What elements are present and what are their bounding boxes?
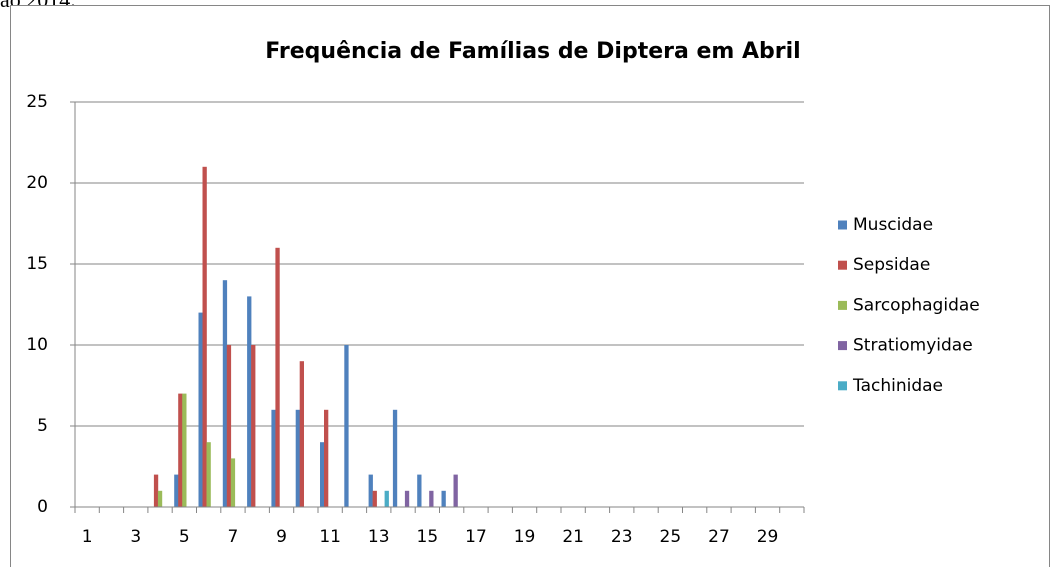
legend-label: Muscidae bbox=[853, 215, 933, 235]
bar bbox=[275, 247, 280, 508]
bar bbox=[178, 393, 183, 507]
legend-label: Sepsidae bbox=[853, 255, 930, 275]
legend-swatch bbox=[838, 381, 847, 391]
bar bbox=[198, 312, 203, 507]
x-tick-label: 27 bbox=[708, 527, 730, 547]
x-tick-label: 13 bbox=[368, 527, 390, 547]
bar bbox=[182, 393, 187, 507]
x-tick-label: 5 bbox=[179, 527, 190, 547]
chart-border bbox=[10, 5, 1050, 571]
legend-label: Tachinidae bbox=[852, 376, 943, 396]
bar bbox=[372, 490, 377, 507]
x-tick-label: 15 bbox=[417, 527, 439, 547]
bar bbox=[230, 458, 236, 507]
bar bbox=[271, 409, 276, 507]
x-tick-label: 25 bbox=[660, 527, 682, 547]
y-tick-label: 5 bbox=[37, 416, 48, 436]
bar bbox=[222, 280, 228, 507]
x-tick-label: 21 bbox=[562, 527, 584, 547]
bar bbox=[320, 442, 325, 507]
x-tick-label: 11 bbox=[319, 527, 341, 547]
y-tick-label: 0 bbox=[37, 497, 48, 517]
bar bbox=[384, 490, 389, 507]
x-tick-label: 23 bbox=[611, 527, 633, 547]
bar bbox=[202, 166, 207, 508]
legend-swatch bbox=[838, 260, 847, 270]
bar bbox=[392, 409, 398, 507]
y-tick-label: 25 bbox=[26, 92, 48, 112]
bar bbox=[417, 474, 422, 507]
x-tick-label: 17 bbox=[465, 527, 487, 547]
bar bbox=[453, 474, 458, 507]
bar bbox=[404, 490, 410, 507]
chart-title: Frequência de Famílias de Diptera em Abr… bbox=[265, 39, 800, 64]
bar bbox=[441, 490, 446, 507]
bar bbox=[174, 474, 179, 507]
legend-swatch bbox=[838, 341, 847, 351]
bar bbox=[157, 490, 163, 507]
legend-swatch bbox=[838, 300, 847, 310]
y-tick-label: 15 bbox=[26, 254, 48, 274]
bar bbox=[226, 345, 232, 507]
x-tick-label: 7 bbox=[228, 527, 239, 547]
legend-label: Stratiomyidae bbox=[853, 336, 973, 356]
x-tick-label: 1 bbox=[82, 527, 93, 547]
bar bbox=[206, 442, 211, 507]
x-tick-label: 29 bbox=[757, 527, 779, 547]
y-tick-label: 10 bbox=[26, 335, 48, 355]
bar bbox=[153, 474, 159, 507]
bar bbox=[429, 490, 434, 507]
x-tick-label: 19 bbox=[514, 527, 536, 547]
bar bbox=[251, 345, 256, 507]
bar bbox=[295, 409, 300, 507]
x-tick-label: 9 bbox=[276, 527, 287, 547]
bar bbox=[324, 409, 329, 507]
x-tick-label: 3 bbox=[130, 527, 141, 547]
legend-swatch bbox=[838, 220, 847, 230]
bar bbox=[299, 361, 304, 507]
bar bbox=[344, 345, 349, 507]
legend-label: Sarcophagidae bbox=[853, 295, 980, 315]
bar bbox=[247, 296, 252, 507]
y-tick-label: 20 bbox=[26, 173, 48, 193]
bar bbox=[368, 474, 373, 507]
